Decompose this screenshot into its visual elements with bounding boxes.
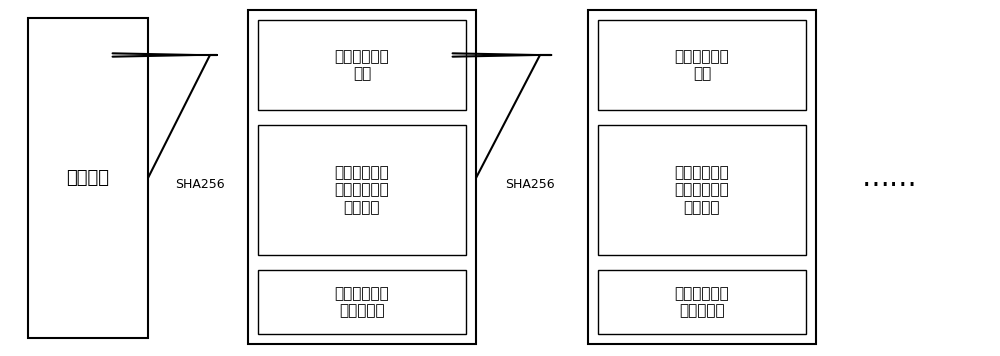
Bar bbox=[258, 270, 466, 334]
Text: SHA256: SHA256 bbox=[175, 178, 225, 192]
Bar bbox=[248, 10, 476, 344]
Text: 脱敏后的网络
设备资源探查
信息数据: 脱敏后的网络 设备资源探查 信息数据 bbox=[675, 165, 729, 215]
Bar bbox=[598, 20, 806, 110]
Text: 前一区块的哈
希值: 前一区块的哈 希值 bbox=[335, 49, 389, 81]
Bar bbox=[28, 18, 148, 338]
Text: 满足条件的随
机二进制数: 满足条件的随 机二进制数 bbox=[335, 286, 389, 318]
Bar bbox=[598, 270, 806, 334]
Text: 满足条件的随
机二进制数: 满足条件的随 机二进制数 bbox=[675, 286, 729, 318]
Bar bbox=[588, 10, 816, 344]
Bar bbox=[258, 20, 466, 110]
Text: 前一区块的哈
希值: 前一区块的哈 希值 bbox=[675, 49, 729, 81]
Text: ……: …… bbox=[862, 164, 918, 192]
Bar bbox=[598, 125, 806, 255]
Text: 创世区块: 创世区块 bbox=[66, 169, 110, 187]
Text: 脱敏后的网络
设备资源探查
信息数据: 脱敏后的网络 设备资源探查 信息数据 bbox=[335, 165, 389, 215]
Bar bbox=[258, 125, 466, 255]
Text: SHA256: SHA256 bbox=[505, 178, 555, 192]
